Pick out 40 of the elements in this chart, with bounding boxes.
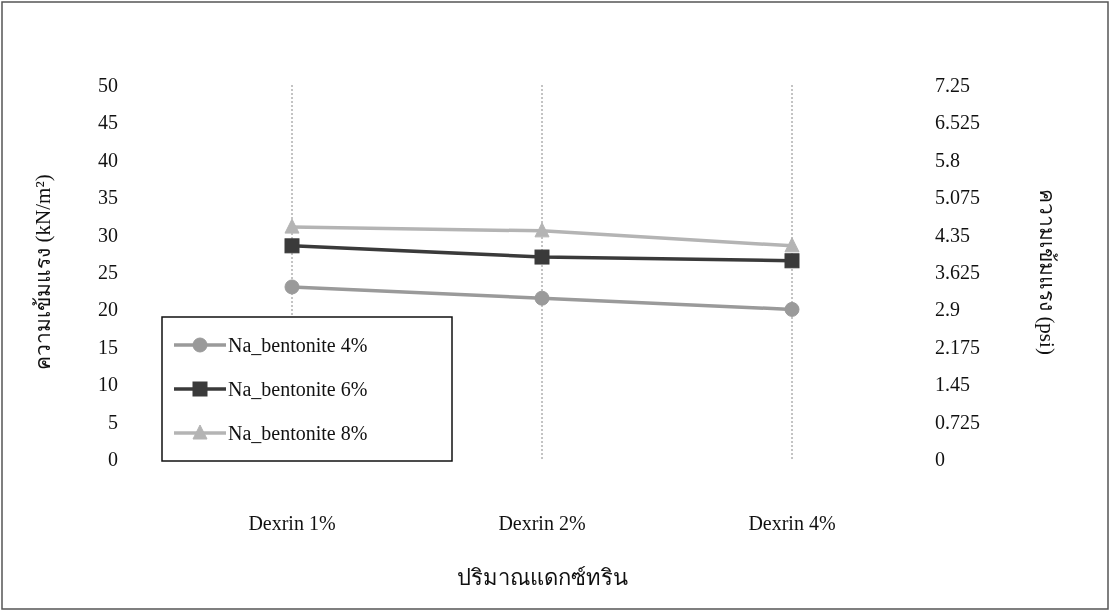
- y2-tick-label: 3.625: [935, 261, 980, 283]
- y-tick-label: 5: [108, 410, 118, 433]
- y2-tick-label: 0.725: [935, 410, 980, 433]
- y2-tick-label: 1.45: [935, 373, 970, 396]
- point: [784, 253, 800, 269]
- y2-tick-label: 4.35: [935, 223, 970, 246]
- x-tick-label: Dexrin 4%: [748, 512, 836, 534]
- legend-label: Na_bentonite 8%: [228, 422, 368, 444]
- y-tick-label: 40: [98, 148, 118, 171]
- point: [284, 238, 300, 254]
- y-tick-label: 30: [98, 223, 118, 246]
- point: [784, 301, 800, 317]
- point: [784, 237, 800, 253]
- point: [534, 249, 550, 265]
- y-tick-label: 45: [98, 111, 118, 134]
- y-tick-label: 0: [108, 448, 118, 470]
- y2-tick-label: 6.525: [935, 111, 980, 134]
- point: [534, 222, 550, 238]
- y2-tick-label: 2.9: [935, 298, 960, 321]
- y2-tick-label: 5.8: [935, 148, 960, 171]
- x-axis-title: ปริมาณแดกซ์ทริน: [456, 565, 628, 590]
- legend-label: Na_bentonite 6%: [228, 378, 368, 400]
- y2-tick-label: 5.075: [935, 186, 980, 209]
- y-tick-label: 20: [98, 298, 118, 321]
- x-tick-label: Dexrin 1%: [248, 512, 336, 534]
- y2-axis-title: ความเข้มแรง (psi): [1035, 189, 1059, 355]
- y-tick-label: 25: [98, 261, 118, 283]
- y2-tick-label: 0: [935, 448, 945, 470]
- legend-label: Na_bentonite 4%: [228, 334, 368, 356]
- point: [284, 218, 300, 234]
- x-tick-label: Dexrin 2%: [498, 512, 586, 534]
- point: [534, 290, 550, 306]
- y-axis-title: ความเข้มแรง (kN/m²): [31, 174, 55, 370]
- y2-tick-label: 7.25: [935, 74, 970, 96]
- y-tick-label: 35: [98, 186, 118, 209]
- y-tick-label: 10: [98, 373, 118, 396]
- y-tick-label: 15: [98, 335, 118, 358]
- y-tick-label: 50: [98, 74, 118, 96]
- point: [284, 279, 300, 295]
- y2-tick-label: 2.175: [935, 335, 980, 358]
